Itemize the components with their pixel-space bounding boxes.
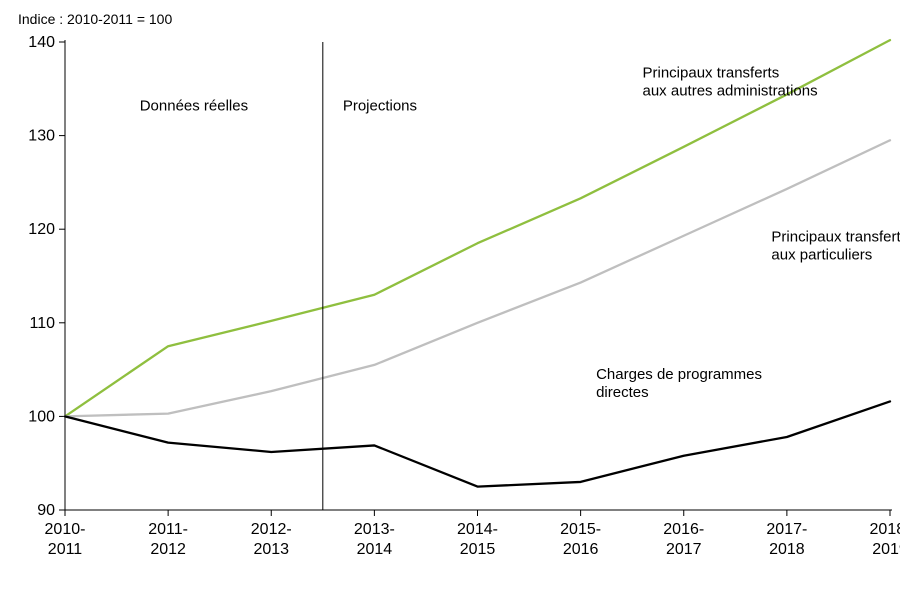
- line-chart: Indice : 2010-2011 = 100 90 100 110 120 130 14…: [0, 0, 900, 599]
- y-axis-label: 90: [37, 502, 55, 519]
- chart-container: Indice : 2010-2011 = 100 90 100 110 120 130 14…: [0, 0, 900, 599]
- y-axis-label: 100: [28, 408, 55, 425]
- region-label-projection: Projections: [343, 97, 417, 114]
- region-label-actual: Données réelles: [140, 97, 248, 114]
- y-axis-label: 140: [28, 34, 55, 51]
- y-axis-label: 130: [28, 128, 55, 145]
- index-note: Indice : 2010-2011 = 100: [18, 11, 172, 27]
- y-axis-label: 110: [29, 315, 55, 332]
- y-axis-label: 120: [28, 221, 55, 238]
